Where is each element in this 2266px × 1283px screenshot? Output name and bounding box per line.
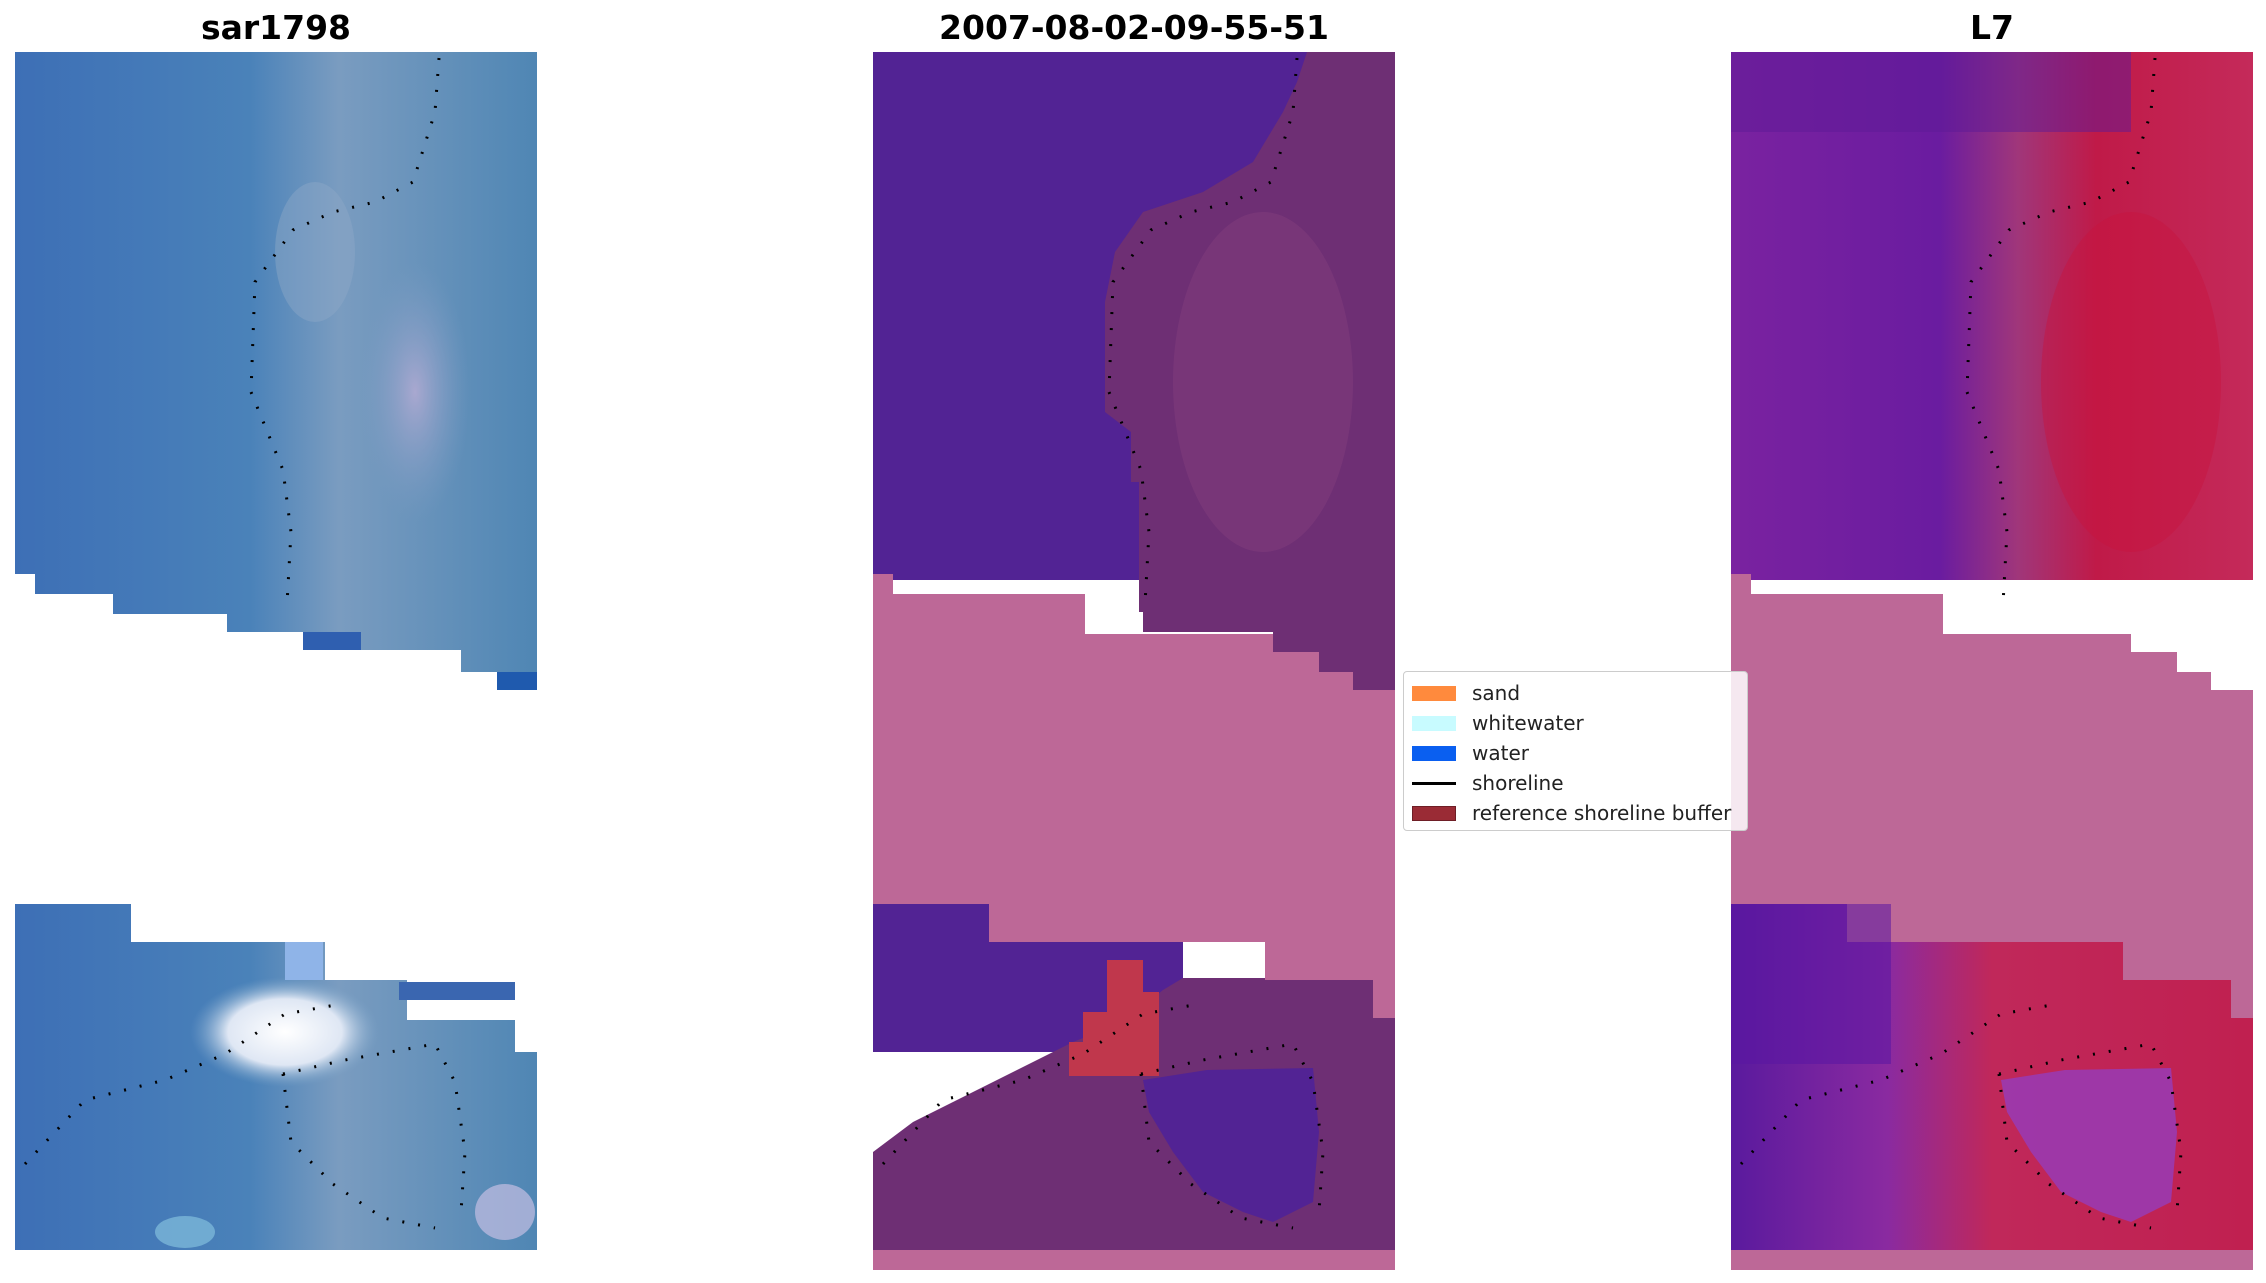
legend-label: whitewater [1472, 711, 1584, 735]
legend-label: shoreline [1472, 771, 1564, 795]
sand-swatch-icon [1412, 685, 1456, 701]
classified-image-panel [873, 52, 1395, 1270]
legend: sand whitewater water shoreline referenc… [1403, 671, 1748, 831]
legend-label: reference shoreline buffer [1472, 801, 1732, 825]
index-pond [2001, 1068, 2177, 1222]
index-upper [1731, 52, 2253, 580]
rgb-image-upper [15, 52, 537, 690]
shoreline [1107, 57, 1299, 605]
whitewater-swatch-icon [1412, 715, 1456, 731]
shoreline-line-icon [1412, 781, 1456, 785]
shoreline [1965, 57, 2157, 605]
legend-item-sand: sand [1412, 678, 1739, 708]
class-water-pond [1143, 1068, 1319, 1222]
rgb-image-panel [15, 52, 537, 1270]
index-image-panel [1731, 52, 2253, 1270]
legend-label: sand [1472, 681, 1521, 705]
legend-label: water [1472, 741, 1529, 765]
legend-item-whitewater: whitewater [1412, 708, 1739, 738]
shoreline [1139, 1042, 1325, 1230]
class-red-patch [1069, 960, 1159, 1076]
legend-item-shoreline: shoreline [1412, 768, 1739, 798]
class-land-upper [1105, 52, 1395, 690]
water-swatch-icon [1412, 745, 1456, 761]
panel-title-index: L7 [1970, 8, 2014, 47]
legend-item-reference-buffer: reference shoreline buffer [1412, 798, 1739, 828]
shoreline [1997, 1042, 2183, 1230]
panel-title-classified: 2007-08-02-09-55-51 [939, 8, 1329, 47]
class-buffer-band [873, 574, 1395, 1018]
legend-item-water: water [1412, 738, 1739, 768]
panel-title-rgb: sar1798 [200, 8, 352, 47]
buffer-swatch-icon [1412, 805, 1456, 821]
shoreline [249, 57, 441, 605]
shoreline [281, 1042, 467, 1230]
